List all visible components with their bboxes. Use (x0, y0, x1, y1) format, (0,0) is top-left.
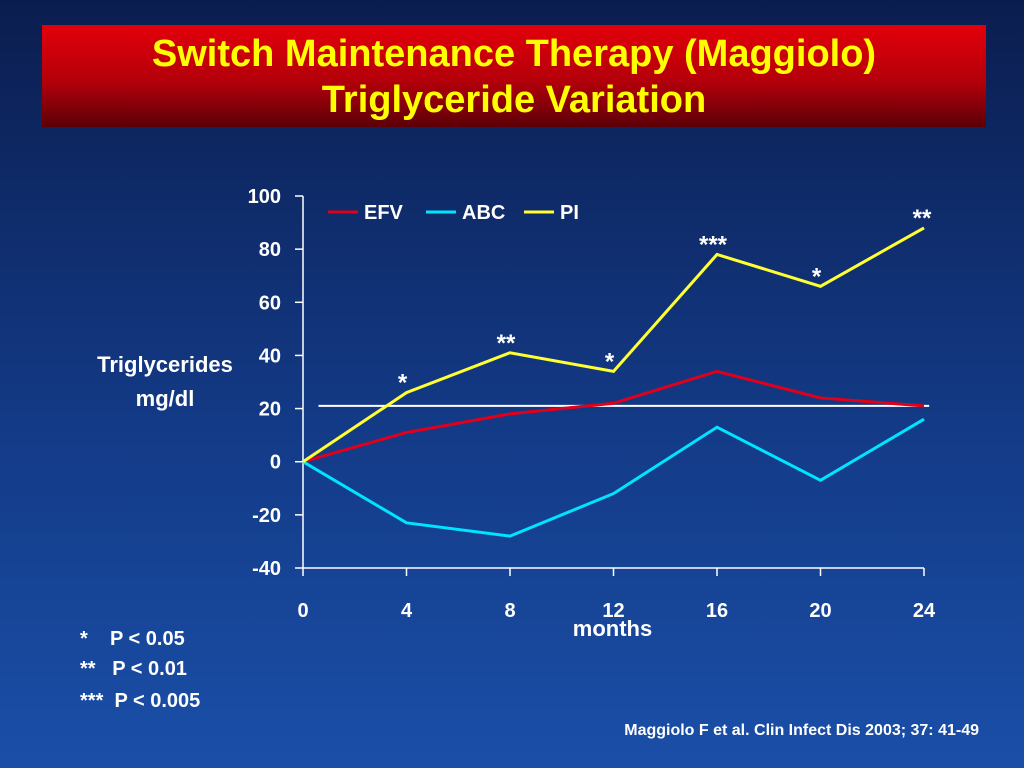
y-tick-label: 40 (259, 345, 281, 367)
x-tick-label: 20 (809, 600, 831, 622)
series-line-pi (302, 226, 925, 463)
y-tick-label: 60 (259, 292, 281, 314)
legend-label-efv: EFV (364, 202, 404, 224)
x-tick-label: 24 (913, 600, 936, 622)
x-tick-label: 8 (504, 600, 515, 622)
slide-title-line2: Triglyceride Variation (321, 79, 707, 121)
series-line-efv (302, 369, 925, 464)
significance-marker: * (398, 370, 408, 397)
significance-key-2: ** P < 0.01 (80, 658, 187, 680)
x-tick-label: 0 (297, 600, 308, 622)
y-tick-label: -40 (252, 558, 281, 580)
significance-marker: ** (497, 330, 516, 357)
significance-marker: *** (699, 231, 728, 258)
y-axis-label-line1: Triglycerides (97, 352, 233, 377)
significance-marker: * (812, 263, 822, 290)
y-tick-label: 80 (259, 239, 281, 261)
significance-marker: ** (913, 205, 932, 232)
y-tick-label: 100 (248, 186, 281, 208)
x-tick-label: 12 (602, 600, 624, 622)
x-tick-label: 16 (706, 600, 728, 622)
x-axis-label: months (572, 616, 653, 641)
slide-title-line1: Switch Maintenance Therapy (Maggiolo) (151, 33, 877, 75)
y-tick-label: 20 (259, 399, 281, 421)
legend-label-pi: PI (560, 202, 579, 224)
significance-marker: * (605, 348, 615, 375)
title-banner: Switch Maintenance Therapy (Maggiolo) Tr… (42, 25, 986, 127)
y-tick-label: 0 (270, 452, 281, 474)
x-tick-label: 4 (401, 600, 413, 622)
y-tick-label: -20 (252, 505, 281, 527)
legend-label-abc: ABC (462, 202, 505, 224)
y-axis-label-line2: mg/dl (135, 386, 195, 411)
significance-key-3: *** P < 0.005 (80, 690, 201, 712)
series-line-abc (302, 417, 925, 538)
significance-key-1: * P < 0.05 (80, 628, 185, 650)
citation: Maggiolo F et al. Clin Infect Dis 2003; … (624, 722, 979, 739)
